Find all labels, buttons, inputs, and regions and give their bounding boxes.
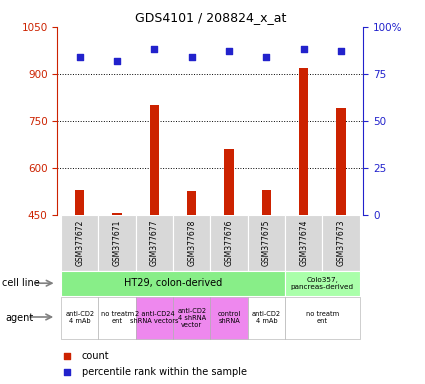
Bar: [322, 215, 360, 271]
Text: GSM377672: GSM377672: [75, 220, 84, 266]
Text: no treatm
ent: no treatm ent: [101, 311, 133, 324]
Point: [151, 46, 158, 53]
Title: GDS4101 / 208824_x_at: GDS4101 / 208824_x_at: [135, 11, 286, 24]
Text: anti-CD2
4 mAb: anti-CD2 4 mAb: [252, 311, 281, 324]
Text: control
shRNA: control shRNA: [218, 311, 241, 324]
Bar: [61, 215, 99, 271]
Bar: [285, 271, 360, 296]
Bar: [262, 190, 271, 215]
Text: GSM377677: GSM377677: [150, 220, 159, 266]
Text: count: count: [82, 351, 110, 361]
Bar: [173, 215, 210, 271]
Text: cell line: cell line: [2, 278, 40, 288]
Point: [337, 48, 344, 55]
Point: [63, 369, 70, 375]
Point: [188, 54, 195, 60]
Text: GSM377676: GSM377676: [224, 220, 233, 266]
Text: GSM377673: GSM377673: [337, 220, 346, 266]
Text: Colo357,
pancreas-derived: Colo357, pancreas-derived: [291, 277, 354, 290]
Point: [113, 58, 120, 64]
Text: GSM377675: GSM377675: [262, 220, 271, 266]
Bar: [75, 190, 85, 215]
Bar: [61, 271, 285, 296]
Point: [263, 54, 270, 60]
Bar: [224, 149, 234, 215]
Bar: [113, 212, 122, 215]
Bar: [136, 296, 173, 339]
Text: 2 anti-CD24
shRNA vectors: 2 anti-CD24 shRNA vectors: [130, 311, 178, 324]
Text: GSM377671: GSM377671: [113, 220, 122, 266]
Bar: [285, 296, 360, 339]
Text: GSM377674: GSM377674: [299, 220, 308, 266]
Text: percentile rank within the sample: percentile rank within the sample: [82, 367, 247, 377]
Bar: [336, 108, 346, 215]
Text: anti-CD2
4 shRNA
vector: anti-CD2 4 shRNA vector: [177, 308, 206, 328]
Point: [300, 46, 307, 53]
Text: anti-CD2
4 mAb: anti-CD2 4 mAb: [65, 311, 94, 324]
Bar: [173, 296, 210, 339]
Bar: [299, 68, 308, 215]
Text: agent: agent: [5, 313, 33, 323]
Bar: [150, 105, 159, 215]
Bar: [285, 215, 322, 271]
Bar: [99, 296, 136, 339]
Point: [76, 54, 83, 60]
Text: GSM377678: GSM377678: [187, 220, 196, 266]
Bar: [99, 215, 136, 271]
Bar: [136, 215, 173, 271]
Bar: [248, 215, 285, 271]
Bar: [210, 296, 248, 339]
Text: no treatm
ent: no treatm ent: [306, 311, 339, 324]
Text: HT29, colon-derived: HT29, colon-derived: [124, 278, 222, 288]
Point: [63, 353, 70, 359]
Bar: [187, 190, 196, 215]
Bar: [61, 296, 99, 339]
Bar: [210, 215, 248, 271]
Point: [226, 48, 232, 55]
Bar: [248, 296, 285, 339]
